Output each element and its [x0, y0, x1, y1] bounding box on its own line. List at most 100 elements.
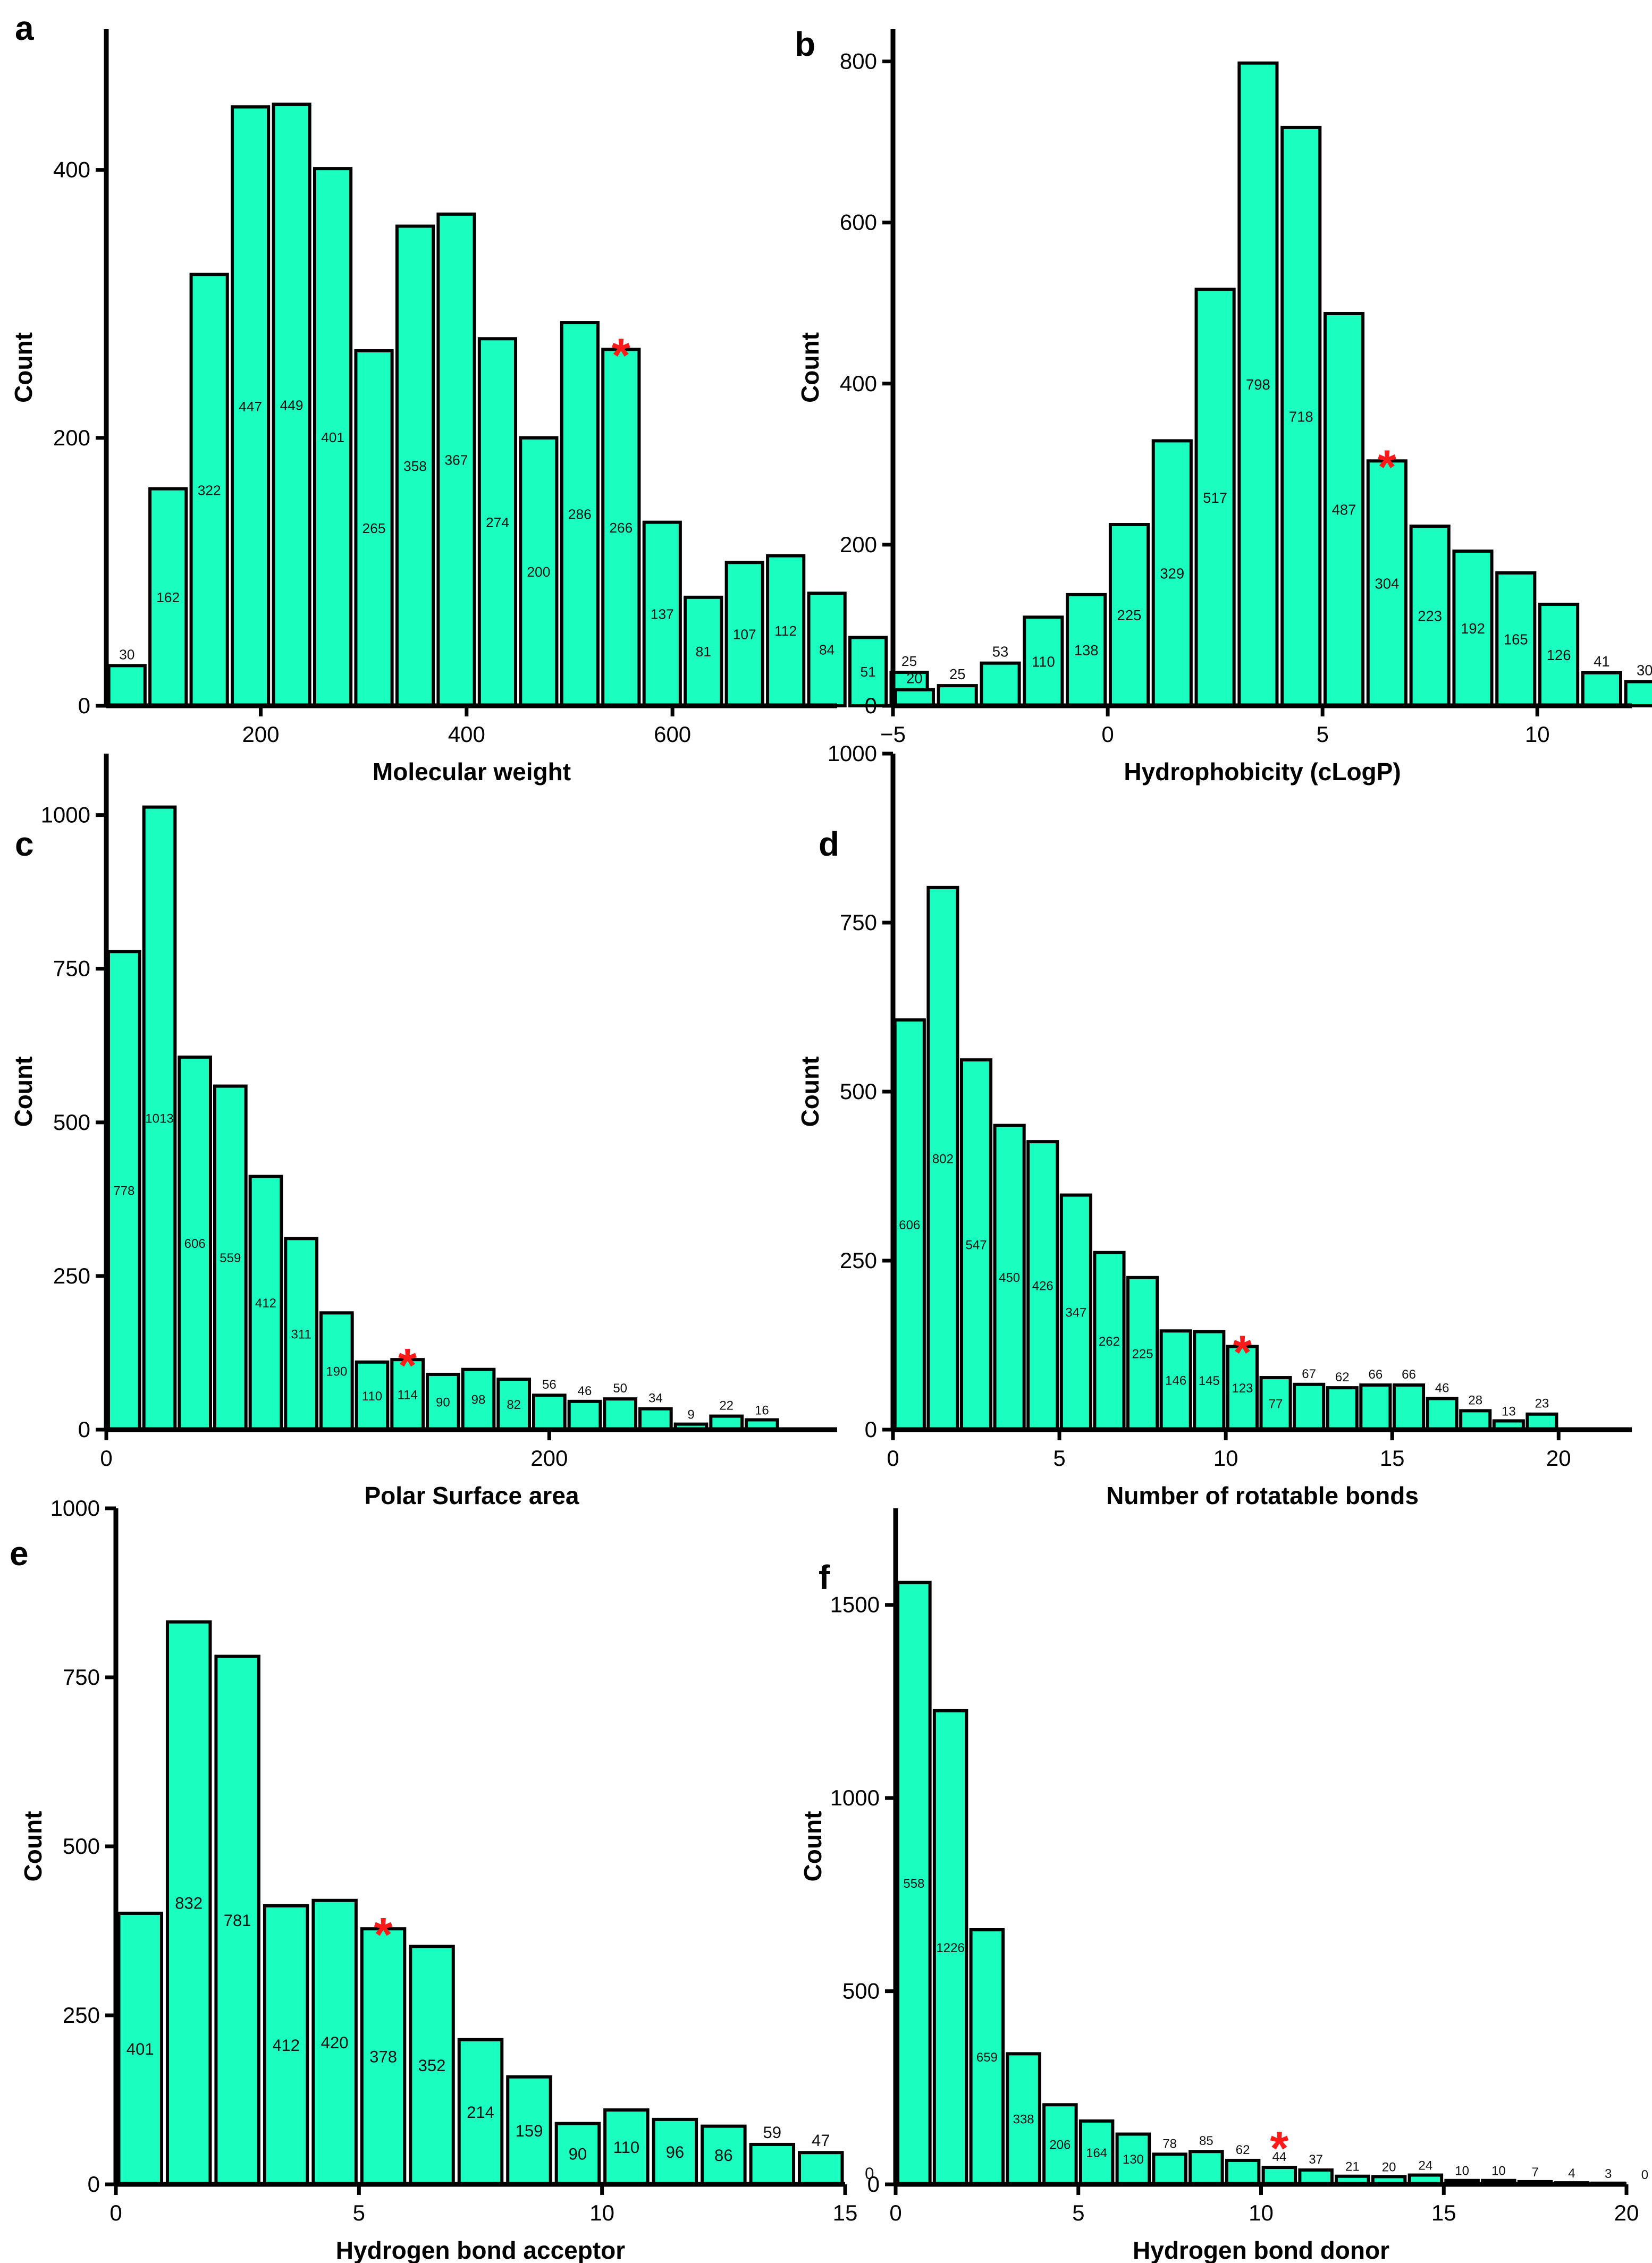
- bar-value-label: 214: [467, 2103, 494, 2122]
- highlight-star: *: [1233, 1327, 1252, 1380]
- bar-value-label: 96: [666, 2143, 685, 2161]
- bar: [1280, 125, 1322, 708]
- bar-value-label: 13: [1502, 1404, 1516, 1418]
- bar-value-label: 30: [1637, 662, 1652, 679]
- bar-value-label: 420: [321, 2033, 349, 2052]
- bar-value-label: 487: [1332, 502, 1356, 518]
- bar-value-label: 50: [613, 1381, 627, 1396]
- bar-value-label: 159: [516, 2122, 543, 2140]
- bar: [1151, 439, 1193, 707]
- y-tick-label: 1000: [41, 803, 90, 827]
- bar: [959, 1058, 993, 1431]
- bar: [436, 212, 476, 707]
- bar: [1581, 671, 1622, 708]
- y-tick-label: 500: [63, 1834, 100, 1859]
- bar: [142, 805, 177, 1431]
- bar-value-label: 200: [527, 564, 550, 580]
- bar: [896, 1581, 932, 2186]
- bar-value-label: 352: [418, 2056, 446, 2075]
- bar-value-label: 90: [569, 2145, 587, 2164]
- y-tick-label: 400: [53, 157, 90, 182]
- bar: [1108, 523, 1150, 708]
- x-tick-label: 5: [353, 2200, 365, 2225]
- bar: [894, 688, 935, 707]
- bar-value-label: 223: [1418, 608, 1442, 624]
- y-tick-label: 250: [840, 1248, 877, 1273]
- bar: [311, 1898, 358, 2186]
- bar-value-label: 10: [1455, 2164, 1469, 2178]
- bar-value-label: 447: [239, 399, 262, 415]
- bar: [1152, 2152, 1187, 2186]
- bar-value-label: 558: [903, 1877, 924, 1891]
- bar-value-label: 16: [755, 1403, 769, 1417]
- highlight-star: *: [1378, 441, 1396, 494]
- y-tick-label: 600: [840, 210, 877, 235]
- bar: [1392, 1383, 1426, 1432]
- bar-value-label: 114: [398, 1388, 418, 1402]
- bar: [354, 349, 394, 707]
- bar: [1126, 1276, 1159, 1432]
- bar: [1237, 61, 1279, 707]
- bar: [937, 684, 978, 707]
- bar-value-label: 20: [1382, 2160, 1396, 2174]
- bar-value-label: 1226: [936, 1941, 964, 1955]
- bar: [1026, 1140, 1059, 1431]
- y-tick-label: 500: [840, 1079, 877, 1104]
- panel-letter: d: [819, 825, 839, 863]
- bar-value-label: 67: [1302, 1367, 1316, 1381]
- bar: [519, 436, 559, 708]
- bar: [1293, 1382, 1326, 1431]
- bar-value-label: 81: [696, 644, 711, 660]
- x-axis-label: Polar Surface area: [364, 1482, 579, 1509]
- x-tick-label: 200: [242, 722, 279, 747]
- bar-value-label: 265: [363, 520, 386, 536]
- bar: [1225, 2158, 1261, 2186]
- bar-value-label: 412: [272, 2036, 300, 2055]
- bar: [532, 1394, 567, 1432]
- bar: [1326, 1386, 1359, 1431]
- highlight-star: *: [612, 329, 630, 382]
- bar-value-label: 10: [1491, 2164, 1506, 2178]
- bar-value-label: 450: [999, 1271, 1020, 1285]
- bar: [284, 1237, 318, 1431]
- bar-value-label: 367: [444, 452, 468, 468]
- bar-value-label: 266: [609, 520, 633, 536]
- bar-value-label: 137: [651, 606, 674, 622]
- bar-value-label: 25: [901, 653, 917, 669]
- bar-value-label: 7: [1531, 2165, 1538, 2180]
- y-tick-label: 0: [78, 1417, 90, 1442]
- y-tick-label: 1000: [830, 1785, 880, 1810]
- x-tick-label: 10: [1213, 1446, 1238, 1471]
- y-tick-label: 750: [840, 910, 877, 935]
- bar-value-label: 412: [255, 1296, 276, 1311]
- bar-value-label: 86: [714, 2146, 733, 2165]
- bar: [1359, 1383, 1392, 1432]
- x-tick-label: 10: [1525, 722, 1550, 747]
- bar: [554, 2122, 601, 2186]
- bar-value-label: 426: [1032, 1279, 1053, 1293]
- panel-e: e 401 832 781 412 420 378 * 352 214 159 90 110 96 86 59…: [10, 1496, 874, 2263]
- bar: [165, 1620, 212, 2186]
- bar-value-label: 24: [1419, 2159, 1433, 2173]
- bar: [1115, 2132, 1151, 2186]
- bar: [1409, 525, 1451, 708]
- x-axis-label: Hydrogen bond donor: [1133, 2236, 1389, 2263]
- bar-value-label: 56: [542, 1378, 557, 1392]
- bar-value-label: 78: [1162, 2137, 1177, 2151]
- bar: [1426, 1397, 1459, 1432]
- bar-value-label: 274: [486, 514, 509, 530]
- bar-value-label: 802: [932, 1152, 954, 1166]
- bar-value-label: 659: [976, 2050, 998, 2065]
- bar: [1078, 2119, 1115, 2186]
- bar: [213, 1084, 248, 1432]
- bar: [1495, 571, 1537, 707]
- y-tick-label: 750: [63, 1665, 100, 1690]
- bar: [1006, 2052, 1041, 2186]
- bar-value-label: 798: [1246, 376, 1270, 393]
- bar-value-label: 225: [1117, 607, 1142, 623]
- x-tick-label: 5: [1053, 1446, 1065, 1471]
- x-tick-label: −5: [880, 722, 906, 747]
- highlight-star: *: [1270, 2122, 1288, 2175]
- bar-value-label: 322: [198, 482, 221, 498]
